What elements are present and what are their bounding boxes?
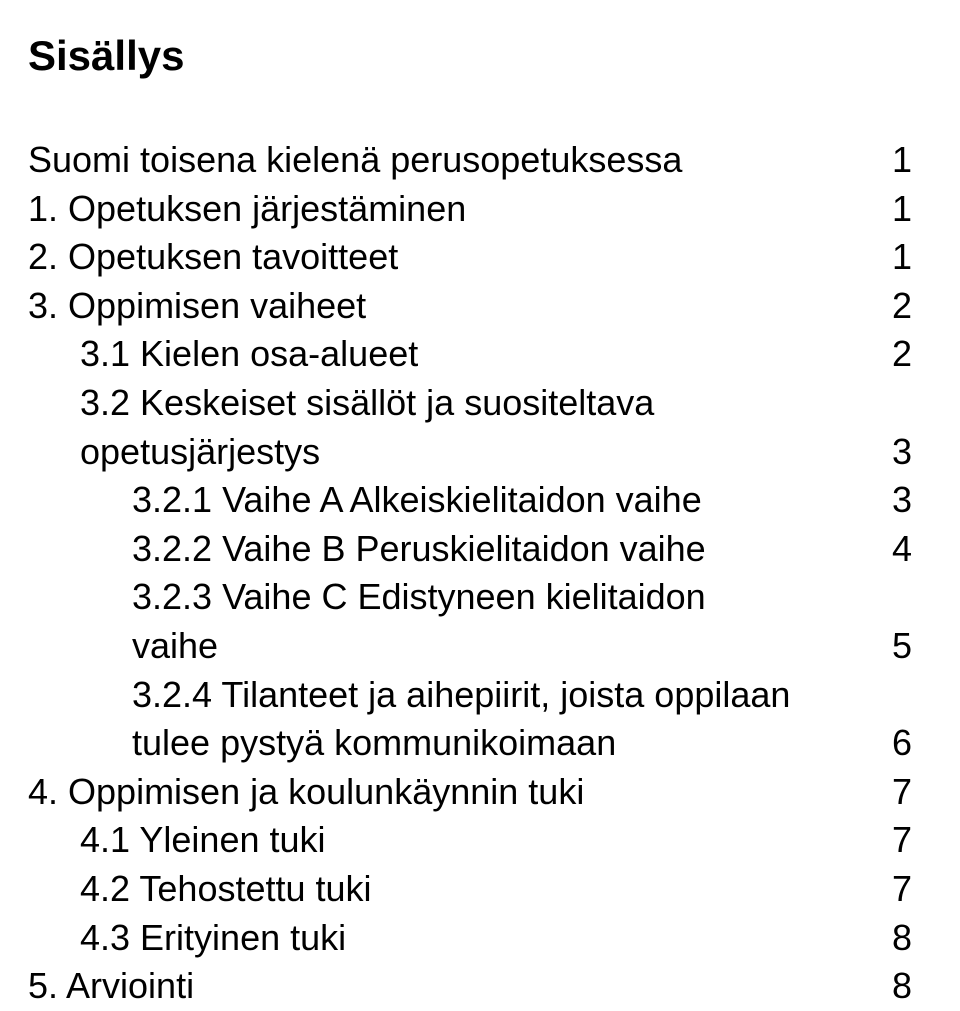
toc-entry-text: 4.2 Tehostettu tuki	[28, 865, 884, 914]
toc-entry-page: 3	[884, 476, 912, 525]
toc-entry-page: 4	[884, 525, 912, 574]
toc-entry-page: 2	[884, 282, 912, 331]
toc-row: 4.2 Tehostettu tuki7	[28, 865, 912, 914]
toc-entry-page: 7	[884, 816, 912, 865]
toc-entry-text: 4. Oppimisen ja koulunkäynnin tuki	[28, 768, 884, 817]
toc-entry-text: 3.2 Keskeiset sisällöt ja suositeltava	[28, 379, 884, 428]
toc-row: 2. Opetuksen tavoitteet1	[28, 233, 912, 282]
toc-entry-text: 4.3 Erityinen tuki	[28, 914, 884, 963]
toc-entry-text: 3.2.4 Tilanteet ja aihepiirit, joista op…	[28, 671, 884, 720]
toc-entry-text: 3.1 Kielen osa-alueet	[28, 330, 884, 379]
toc-entry-text: 4.1 Yleinen tuki	[28, 816, 884, 865]
toc-entry-page: 1	[884, 233, 912, 282]
toc-row: 3.2.2 Vaihe B Peruskielitaidon vaihe4	[28, 525, 912, 574]
toc-entry-page: 6	[884, 719, 912, 768]
toc-row: 3.1 Kielen osa-alueet2	[28, 330, 912, 379]
toc-entry-page: 5	[884, 622, 912, 671]
toc-row: tulee pystyä kommunikoimaan6	[28, 719, 912, 768]
toc-entry-page: 1	[884, 185, 912, 234]
toc-entry-page: 7	[884, 865, 912, 914]
table-of-contents: Suomi toisena kielenä perusopetuksessa11…	[28, 136, 912, 1011]
toc-entry-text: 3. Oppimisen vaiheet	[28, 282, 884, 331]
toc-entry-page: 1	[884, 136, 912, 185]
toc-entry-page: 2	[884, 330, 912, 379]
toc-entry-text: vaihe	[28, 622, 884, 671]
toc-row: 4.3 Erityinen tuki8	[28, 914, 912, 963]
toc-row: opetusjärjestys3	[28, 428, 912, 477]
toc-entry-page: 3	[884, 428, 912, 477]
toc-entry-page: 8	[884, 914, 912, 963]
toc-entry-text: 3.2.3 Vaihe C Edistyneen kielitaidon	[28, 573, 884, 622]
toc-row: vaihe5	[28, 622, 912, 671]
toc-entry-text: 2. Opetuksen tavoitteet	[28, 233, 884, 282]
toc-entry-text: tulee pystyä kommunikoimaan	[28, 719, 884, 768]
toc-row: 3.2.3 Vaihe C Edistyneen kielitaidon	[28, 573, 912, 622]
toc-row: 3. Oppimisen vaiheet2	[28, 282, 912, 331]
toc-row: 4. Oppimisen ja koulunkäynnin tuki7	[28, 768, 912, 817]
toc-row: 3.2.4 Tilanteet ja aihepiirit, joista op…	[28, 671, 912, 720]
toc-row: 3.2.1 Vaihe A Alkeiskielitaidon vaihe3	[28, 476, 912, 525]
toc-row: 1. Opetuksen järjestäminen1	[28, 185, 912, 234]
toc-entry-text: 5. Arviointi	[28, 962, 884, 1011]
toc-row: 4.1 Yleinen tuki7	[28, 816, 912, 865]
toc-entry-text: Suomi toisena kielenä perusopetuksessa	[28, 136, 884, 185]
toc-row: 3.2 Keskeiset sisällöt ja suositeltava	[28, 379, 912, 428]
toc-entry-page: 8	[884, 962, 912, 1011]
toc-row: Suomi toisena kielenä perusopetuksessa1	[28, 136, 912, 185]
page-title: Sisällys	[28, 32, 912, 80]
toc-row: 5. Arviointi8	[28, 962, 912, 1011]
toc-entry-text: 3.2.2 Vaihe B Peruskielitaidon vaihe	[28, 525, 884, 574]
toc-entry-text: 1. Opetuksen järjestäminen	[28, 185, 884, 234]
toc-entry-text: opetusjärjestys	[28, 428, 884, 477]
toc-entry-text: 3.2.1 Vaihe A Alkeiskielitaidon vaihe	[28, 476, 884, 525]
document-page: Sisällys Suomi toisena kielenä perusopet…	[0, 0, 960, 942]
toc-entry-page: 7	[884, 768, 912, 817]
